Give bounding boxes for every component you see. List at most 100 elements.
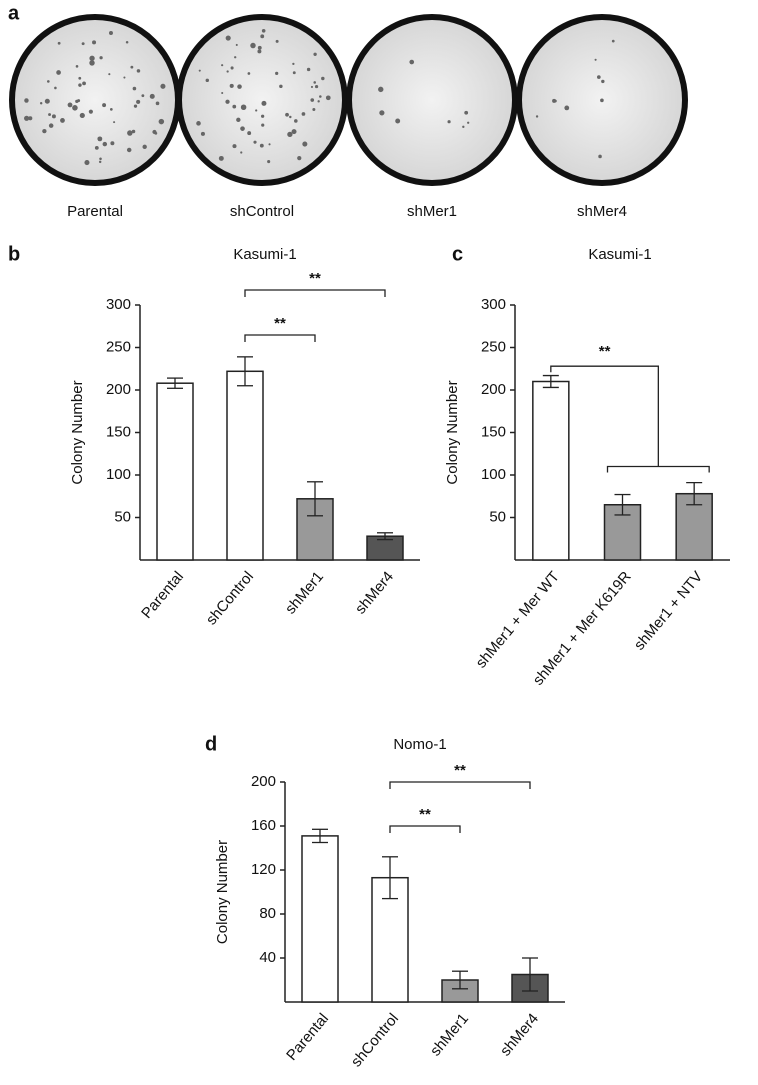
colony <box>229 83 234 88</box>
colony <box>218 155 224 161</box>
colony <box>24 98 29 103</box>
culture-plate <box>176 14 348 186</box>
colony <box>123 76 126 79</box>
colony <box>225 99 230 104</box>
colony <box>261 100 267 106</box>
colony <box>28 116 33 121</box>
error-bar <box>686 481 703 506</box>
colony <box>260 34 265 39</box>
colony <box>611 39 615 43</box>
colony <box>447 120 451 124</box>
colony <box>133 104 138 108</box>
colony <box>268 143 271 146</box>
x-tick-label: shMer1 + NTV <box>631 568 706 653</box>
colony <box>294 119 298 123</box>
colony <box>44 98 50 104</box>
colony <box>240 151 243 154</box>
y-tick-label: 200 <box>106 381 131 398</box>
significance-label: ** <box>309 270 321 287</box>
colony <box>317 100 320 103</box>
significance-bracket <box>389 825 461 833</box>
x-tick-label: shControl <box>203 568 257 628</box>
colony <box>75 99 79 103</box>
error-bar <box>522 957 538 992</box>
colony <box>312 108 316 112</box>
colony <box>598 154 602 159</box>
colony <box>42 128 47 134</box>
colony <box>88 109 93 114</box>
error-bar <box>542 374 559 389</box>
bar <box>226 370 264 561</box>
colony <box>142 144 147 150</box>
colony <box>552 98 557 103</box>
colony <box>198 69 201 72</box>
colony <box>149 93 155 99</box>
colony <box>464 110 469 115</box>
colony <box>232 104 237 109</box>
colony <box>297 156 302 161</box>
x-tick-label: shMer4 <box>497 1010 542 1059</box>
colony <box>110 141 115 146</box>
colony <box>395 118 401 124</box>
error-bar <box>237 356 253 387</box>
colony <box>102 141 108 147</box>
colony <box>131 129 136 134</box>
error-bar <box>307 481 323 517</box>
colony <box>261 28 266 33</box>
error-bar <box>614 493 631 516</box>
colony <box>594 58 597 61</box>
colony <box>108 73 111 76</box>
colony <box>313 52 317 56</box>
colony <box>275 71 279 75</box>
panel-label: b <box>8 243 20 265</box>
panel-label: d <box>205 733 217 755</box>
y-tick-label: 40 <box>259 949 276 966</box>
y-axis-label: Colony Number <box>69 380 86 484</box>
colony <box>72 105 78 111</box>
colony <box>261 123 265 127</box>
colony <box>81 42 85 46</box>
colony <box>97 136 103 142</box>
colony <box>125 40 129 44</box>
colony <box>136 99 141 104</box>
chart-title: Kasumi-1 <box>233 246 296 263</box>
colony <box>92 40 97 45</box>
colony <box>78 76 82 80</box>
colony <box>48 113 52 117</box>
colony <box>98 160 102 164</box>
colony <box>467 121 470 124</box>
colony <box>535 115 539 118</box>
colony <box>600 98 604 103</box>
colony <box>155 101 160 106</box>
significance-bracket <box>550 365 710 473</box>
colony <box>247 131 252 136</box>
colony <box>54 86 57 90</box>
colony <box>257 49 262 54</box>
colony <box>109 31 113 35</box>
culture-plate <box>346 14 518 186</box>
colony <box>67 102 73 108</box>
plate-label: shMer1 <box>407 203 457 220</box>
y-tick-label: 300 <box>481 296 506 313</box>
colony <box>462 125 465 129</box>
colony <box>601 79 605 84</box>
colony <box>89 55 95 61</box>
colony <box>130 65 134 69</box>
colony <box>310 98 315 102</box>
colony <box>267 160 271 164</box>
colony <box>226 70 229 73</box>
colony <box>136 69 141 73</box>
bar <box>156 382 194 561</box>
colony <box>51 114 56 119</box>
colony <box>314 84 319 89</box>
significance-label: ** <box>454 762 466 779</box>
colony <box>240 104 247 111</box>
colony <box>205 78 209 83</box>
y-tick-label: 100 <box>106 466 131 483</box>
colony <box>99 56 103 60</box>
significance-bracket <box>244 289 386 297</box>
colony <box>321 76 325 81</box>
colony <box>225 35 231 41</box>
colony <box>310 85 314 89</box>
